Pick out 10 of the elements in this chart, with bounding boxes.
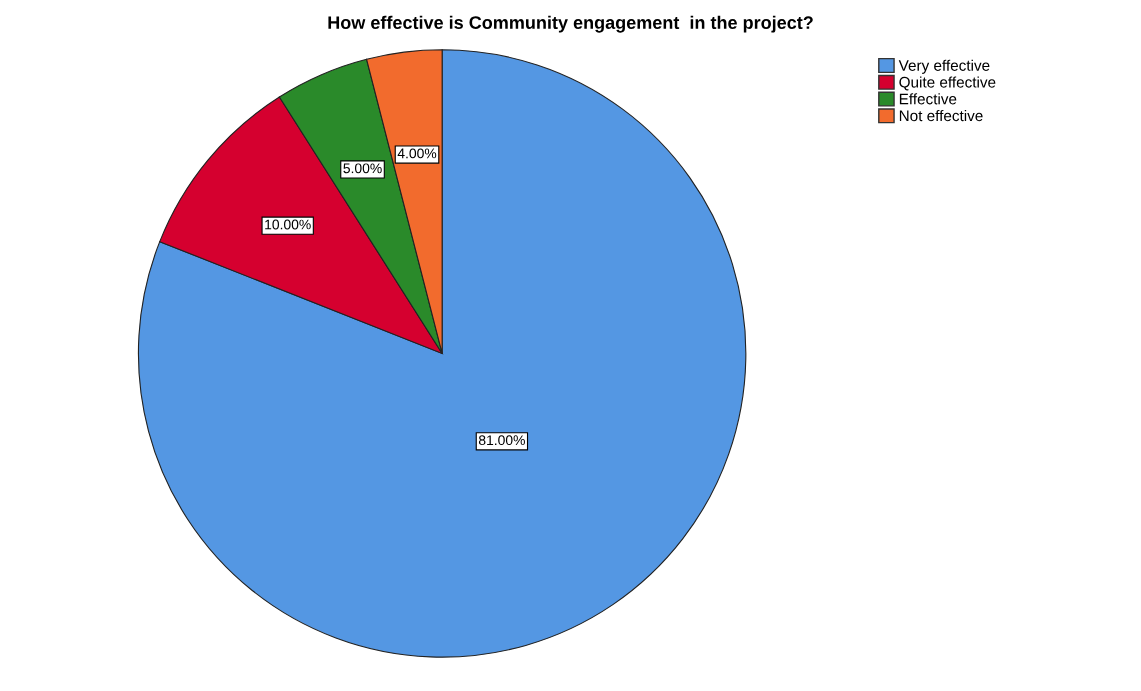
legend-label: Very effective	[898, 59, 990, 74]
pie-slice	[137, 49, 747, 658]
legend-label: Quite effective	[899, 76, 996, 91]
chart-title: How effective is Community engagement in the project?	[328, 15, 813, 33]
data-label: 4.00%	[397, 148, 437, 159]
data-label: 10.00%	[265, 219, 311, 230]
legend-label: Effective	[899, 93, 957, 105]
legend-label: Not effective	[899, 109, 983, 122]
data-label: 81.00%	[478, 435, 525, 446]
data-label: 5.00%	[343, 163, 382, 174]
